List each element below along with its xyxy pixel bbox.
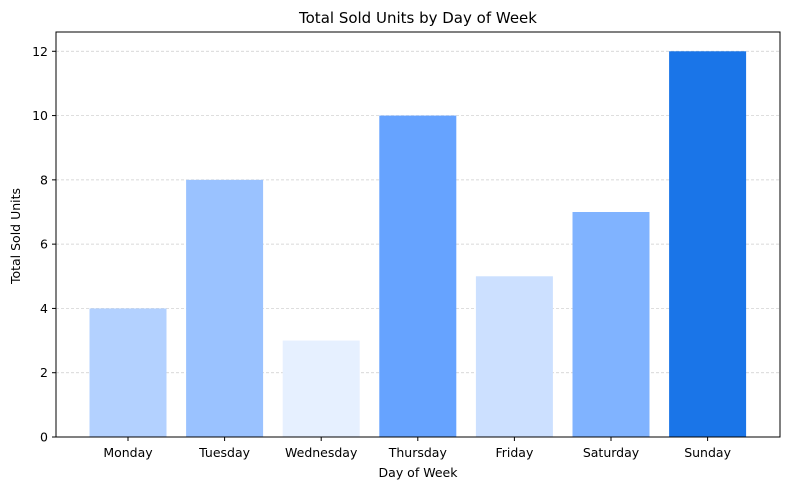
y-tick-label: 4 bbox=[40, 301, 48, 316]
bars bbox=[89, 51, 747, 438]
x-tick-label: Monday bbox=[103, 445, 153, 460]
bar-tuesday bbox=[186, 179, 264, 437]
bar-wednesday bbox=[282, 340, 360, 437]
y-tick-label: 2 bbox=[40, 365, 48, 380]
x-axis-label: Day of Week bbox=[379, 465, 459, 480]
x-tick-label: Thursday bbox=[388, 445, 448, 460]
bar-friday bbox=[475, 276, 553, 437]
y-tick-label: 8 bbox=[40, 172, 48, 187]
y-tick-label: 0 bbox=[40, 430, 48, 445]
y-tick-label: 10 bbox=[32, 108, 48, 123]
x-tick-label: Tuesday bbox=[198, 445, 250, 460]
x-tick-label: Sunday bbox=[684, 445, 731, 460]
bar-thursday bbox=[379, 115, 457, 438]
y-axis-label: Total Sold Units bbox=[8, 188, 23, 285]
plot-frame bbox=[55, 31, 781, 438]
y-tick-label: 6 bbox=[40, 237, 48, 252]
x-tick-label: Friday bbox=[495, 445, 533, 460]
chart-title: Total Sold Units by Day of Week bbox=[298, 9, 537, 27]
x-axis: Monday Tuesday Wednesday Thursday Friday Satu… bbox=[103, 437, 732, 460]
y-tick-label: 12 bbox=[32, 44, 48, 59]
x-tick-label: Wednesday bbox=[285, 445, 358, 460]
y-axis: 0 2 4 6 8 10 12 bbox=[32, 44, 56, 445]
bar-saturday bbox=[572, 212, 650, 437]
x-tick-label: Saturday bbox=[583, 445, 640, 460]
bar-sunday bbox=[669, 51, 747, 438]
bar-monday bbox=[89, 308, 167, 437]
